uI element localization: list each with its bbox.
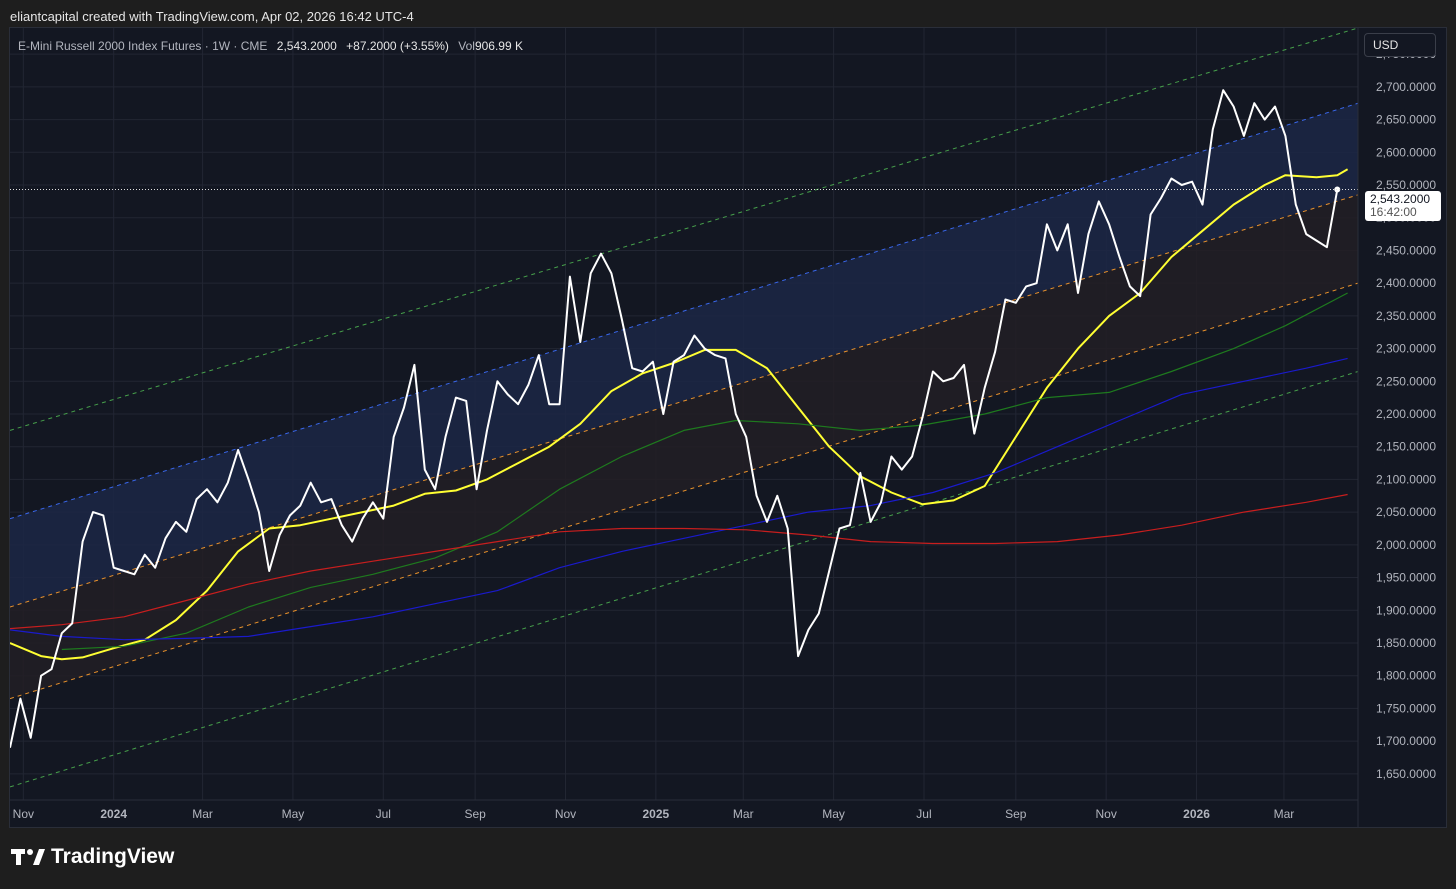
x-tick-label: May	[822, 807, 845, 821]
moving-average-line	[10, 493, 1348, 630]
y-tick-label: 2,250.0000	[1376, 374, 1436, 388]
moving-average-line	[10, 168, 1349, 661]
x-tick-label: Sep	[1005, 807, 1027, 821]
y-tick-label: 2,400.0000	[1376, 276, 1436, 290]
y-tick-label: 1,850.0000	[1376, 636, 1436, 650]
x-axis: Nov 2024 Mar May Jul Sep Nov 2025 Mar May Jul Sep No…	[10, 28, 1359, 827]
y-tick-label: 2,100.0000	[1376, 472, 1436, 486]
y-tick-label: 1,800.0000	[1376, 669, 1436, 683]
symbol-legend: E-Mini Russell 2000 Index Futures · 1W ·…	[18, 39, 523, 53]
y-tick-label: 2,450.0000	[1376, 243, 1436, 257]
last-price-tag-value: 2,543.2000	[1370, 192, 1431, 206]
volume-label: Vol	[458, 39, 475, 53]
y-tick-label: 2,350.0000	[1376, 309, 1436, 323]
y-tick-label: 1,950.0000	[1376, 571, 1436, 585]
x-tick-label: Nov	[555, 807, 576, 821]
x-tick-label: 2025	[643, 807, 670, 821]
y-tick-label: 1,750.0000	[1376, 701, 1436, 715]
chart-attribution: eliantcapital created with TradingView.c…	[10, 9, 414, 24]
channel-line-3	[10, 282, 1359, 700]
x-tick-label: Mar	[733, 807, 754, 821]
x-tick-label: Sep	[464, 807, 486, 821]
y-tick-label: 2,150.0000	[1376, 440, 1436, 454]
y-tick-label: 2,700.0000	[1376, 80, 1436, 94]
series-lines	[10, 89, 1349, 748]
y-tick-label: 2,600.0000	[1376, 145, 1436, 159]
channel-lines	[10, 28, 1359, 788]
y-tick-label: 2,000.0000	[1376, 538, 1436, 552]
tradingview-brand: TradingView	[51, 845, 175, 868]
price-change: +87.2000 (+3.55%)	[346, 39, 449, 53]
x-tick-label: Nov	[13, 807, 34, 821]
tradingview-logo: TradingView	[11, 845, 174, 869]
y-tick-label: 2,550.0000	[1376, 178, 1436, 192]
y-tick-label: 2,200.0000	[1376, 407, 1436, 421]
last-price-tag-time: 16:42:00	[1370, 205, 1417, 219]
currency-button[interactable]: USD	[1364, 33, 1436, 57]
volume-value: 906.99 K	[474, 39, 523, 53]
channel-line-1	[10, 102, 1359, 520]
tradingview-logo-icon	[11, 849, 45, 865]
x-tick-label: 2024	[100, 807, 127, 821]
last-price-tag: 2,543.2000 16:42:00	[1365, 191, 1441, 221]
x-tick-label: Mar	[1274, 807, 1295, 821]
price-chart[interactable]: 1,650.0000 1,700.0000 1,750.0000 1,800.0000…	[10, 28, 1446, 827]
y-tick-label: 2,300.0000	[1376, 342, 1436, 356]
lower-channel-fill	[10, 194, 1358, 699]
chart-panel[interactable]: 1,650.0000 1,700.0000 1,750.0000 1,800.0000…	[9, 27, 1447, 828]
last-price-point	[1334, 186, 1341, 193]
x-tick-label: 2026	[1183, 807, 1210, 821]
y-tick-label: 1,650.0000	[1376, 767, 1436, 781]
y-tick-label: 2,650.0000	[1376, 113, 1436, 127]
y-tick-label: 2,050.0000	[1376, 505, 1436, 519]
channel-line-4	[10, 370, 1359, 788]
channel-line-0	[10, 28, 1359, 431]
y-tick-label: 1,900.0000	[1376, 603, 1436, 617]
price-line	[10, 89, 1339, 748]
x-tick-label: May	[282, 807, 305, 821]
y-tick-label: 1,700.0000	[1376, 734, 1436, 748]
x-tick-label: Jul	[916, 807, 931, 821]
moving-average-line	[61, 292, 1348, 651]
x-tick-label: Jul	[376, 807, 391, 821]
last-price: 2,543.2000	[276, 39, 337, 53]
x-tick-label: Mar	[192, 807, 213, 821]
symbol-name: E-Mini Russell 2000 Index Futures · 1W ·…	[18, 39, 268, 53]
y-axis: 1,650.0000 1,700.0000 1,750.0000 1,800.0000…	[1376, 47, 1436, 781]
moving-average-line	[10, 357, 1348, 641]
x-tick-label: Nov	[1096, 807, 1117, 821]
channel-line-2	[10, 194, 1359, 608]
